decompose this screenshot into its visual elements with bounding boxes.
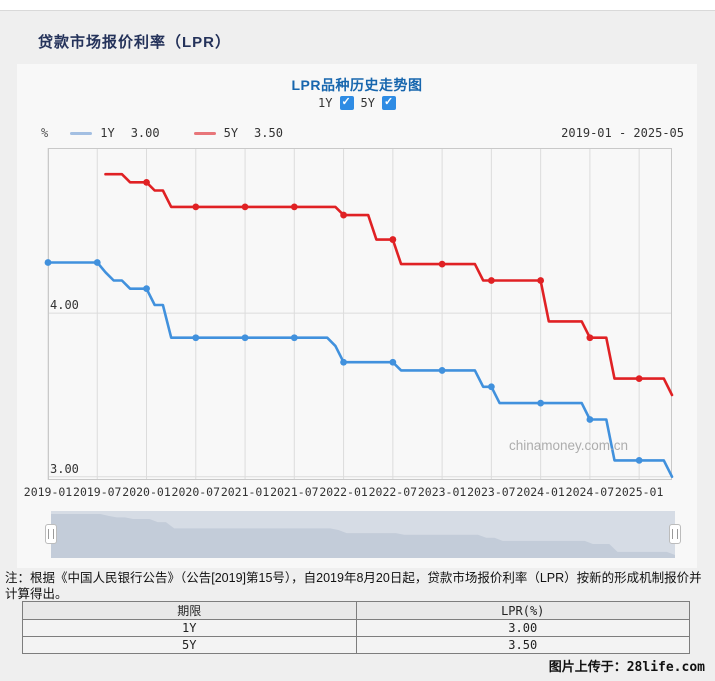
x-axis-label: 2024-01 [516,485,565,499]
date-range-label: 2019-01 - 2025-05 [561,126,684,140]
x-axis-label: 2025-01 [614,485,664,499]
table-header-cell: 期限 [22,601,357,620]
toggle-label-5y: 5Y [360,96,375,110]
table-cell: 1Y [22,619,357,637]
navigator-svg [51,514,675,558]
y-axis-label-3: 3.00 [50,462,79,476]
top-strip [0,0,715,11]
x-axis-label: 2021-01 [220,485,270,499]
x-axis-label: 2022-01 [319,485,368,499]
legend-value-5y: 3.50 [254,126,283,140]
table-cell: 3.50 [355,636,690,654]
chart-panel: LPR品种历史走势图 1Y 5Y % 1Y 3.00 5Y 3.50 2019-… [17,64,697,568]
table-cell: 5Y [22,636,357,654]
table-header-row: 期限 LPR(%) [22,601,690,620]
navigator-track[interactable] [51,511,675,558]
y-axis-unit: % [41,126,49,140]
table-row: 5Y 3.50 [22,636,690,654]
x-axis-label: 2020-07 [171,485,221,499]
footnote: 注：根据《中国人民银行公告》（公告[2019]第15号），自2019年8月20日… [5,571,702,601]
legend-value-1y: 3.00 [130,126,160,140]
table-row: 1Y 3.00 [22,619,690,637]
x-axis-label: 2024-07 [565,485,615,499]
x-axis-label: 2020-01 [122,485,171,499]
x-axis-label: 2021-07 [270,485,319,499]
x-axis-label: 2019-07 [73,485,122,499]
toggle-label-1y: 1Y [318,96,333,110]
navigator-left-handle[interactable] [45,524,57,544]
legend: % 1Y 3.00 5Y 3.50 [41,125,317,141]
plot-svg[interactable] [44,148,674,480]
toggle-checkbox-1y[interactable] [339,95,354,110]
legend-swatch-1y [70,131,93,135]
chart-title: LPR品种历史走势图 [291,77,423,93]
navigator-right-handle[interactable] [669,524,681,544]
x-axis-label: 2022-07 [368,485,418,499]
page-title: 贷款市场报价利率（LPR） [38,34,232,51]
upload-credit: 图片上传于：28life.com [548,660,705,675]
y-axis-label-4: 4.00 [50,298,79,312]
watermark: chinamoney.com.cn [509,438,629,453]
x-axis-label: 2023-01 [417,485,467,499]
series-toggle-row: 1Y 5Y [17,95,697,110]
legend-swatch-5y [193,131,216,135]
x-axis-label: 2019-01 [23,485,73,499]
toggle-checkbox-5y[interactable] [381,95,396,110]
table-header-cell: LPR(%) [355,601,690,620]
table-cell: 3.00 [355,619,690,637]
x-axis-label: 2023-07 [467,485,516,499]
lpr-table: 期限 LPR(%) 1Y 3.00 5Y 3.50 [22,601,690,654]
legend-name-1y: 1Y [100,126,115,140]
legend-name-5y: 5Y [223,126,239,140]
